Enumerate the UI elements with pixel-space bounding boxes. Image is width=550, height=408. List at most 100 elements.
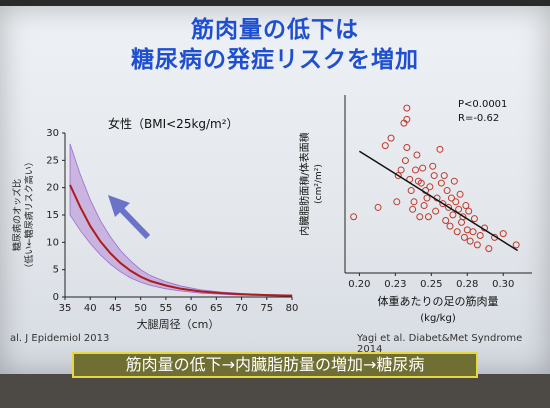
x-tick-label: 0.30 bbox=[492, 279, 514, 290]
data-point bbox=[410, 198, 418, 206]
data-point bbox=[466, 237, 474, 245]
x-tick-label: 70 bbox=[235, 303, 248, 314]
data-point bbox=[439, 200, 447, 208]
y-tick-label: 10 bbox=[46, 237, 59, 248]
data-point bbox=[473, 241, 481, 249]
slide-title-line1: 筋肉量の低下は bbox=[191, 17, 359, 43]
data-point bbox=[437, 179, 445, 187]
x-tick-label: 0.23 bbox=[384, 279, 406, 290]
data-point bbox=[432, 207, 440, 215]
data-point bbox=[485, 245, 493, 253]
y-tick-label: 5 bbox=[53, 265, 59, 276]
data-point bbox=[374, 203, 382, 211]
data-point bbox=[436, 145, 444, 153]
data-point bbox=[430, 172, 438, 180]
data-point bbox=[465, 207, 473, 215]
data-point bbox=[459, 213, 467, 221]
data-point bbox=[440, 172, 448, 180]
data-point bbox=[429, 162, 437, 170]
data-point bbox=[411, 166, 419, 174]
data-point bbox=[462, 202, 470, 210]
y-axis-label-line2: （低い←糖尿病リスク高い） bbox=[23, 157, 35, 273]
y-tick-label: 15 bbox=[46, 210, 59, 221]
data-point bbox=[442, 217, 450, 225]
x-tick-label: 35 bbox=[59, 303, 72, 314]
citation-right: Yagi et al. Diabet&Met Syndrome 2014 bbox=[357, 333, 523, 355]
data-point bbox=[403, 115, 411, 123]
x-tick-label: 55 bbox=[160, 303, 173, 314]
data-point bbox=[381, 142, 389, 150]
data-point bbox=[476, 232, 484, 240]
visceral-fat-scatter-chart: 0.20 0.23 0.25 0.28 0.30 P<0.0001 R=-0.62 体重あたり… bbox=[298, 95, 532, 324]
data-point bbox=[452, 198, 460, 206]
data-point bbox=[499, 230, 507, 238]
x-tick-label: 45 bbox=[109, 303, 122, 314]
data-point bbox=[403, 143, 411, 151]
data-point bbox=[426, 183, 434, 191]
data-point bbox=[460, 233, 468, 241]
data-point bbox=[453, 228, 461, 236]
data-point bbox=[401, 157, 409, 165]
data-point bbox=[420, 202, 428, 210]
data-point bbox=[450, 177, 458, 185]
slide-title-line2: 糖尿病の発症リスクを増加 bbox=[131, 47, 419, 73]
r-value-annotation: R=-0.62 bbox=[458, 113, 499, 124]
p-value-annotation: P<0.0001 bbox=[458, 99, 507, 110]
x-tick-label: 40 bbox=[84, 303, 97, 314]
x-tick-label: 0.25 bbox=[420, 279, 442, 290]
data-point bbox=[350, 213, 358, 221]
x-axis-label-line2: (kg/kg) bbox=[420, 313, 456, 324]
x-tick-label: 75 bbox=[260, 303, 273, 314]
y-tick-label: 0 bbox=[53, 292, 59, 303]
x-axis-label: 大腿周径（cm） bbox=[137, 317, 220, 331]
data-point bbox=[455, 205, 463, 213]
data-point bbox=[407, 187, 415, 195]
x-tick-label: 80 bbox=[286, 303, 299, 314]
data-point bbox=[417, 179, 425, 187]
citation-left: al. J Epidemiol 2013 bbox=[10, 333, 110, 344]
data-point bbox=[463, 226, 471, 234]
trend-arrow-head bbox=[108, 195, 130, 217]
y-tick-label: 30 bbox=[46, 128, 59, 139]
data-point bbox=[397, 166, 405, 174]
y-axis-label-line1: 糖尿病のオッズ比 bbox=[11, 179, 23, 251]
data-point bbox=[449, 211, 457, 219]
y-axis-label-line2: (cm²/m²) bbox=[314, 164, 324, 204]
data-point bbox=[445, 203, 453, 211]
data-point bbox=[387, 134, 395, 142]
data-point bbox=[423, 194, 431, 202]
odds-ratio-line bbox=[69, 184, 293, 297]
data-point bbox=[393, 198, 401, 206]
x-tick-label: 0.20 bbox=[348, 279, 370, 290]
x-tick-label: 65 bbox=[210, 303, 223, 314]
trend-arrow-shaft bbox=[115, 203, 151, 240]
data-point bbox=[394, 172, 402, 180]
room-floor bbox=[0, 374, 550, 408]
x-axis-label-line1: 体重あたりの足の筋肉量 bbox=[378, 294, 499, 308]
data-point bbox=[409, 205, 417, 213]
x-tick-label: 60 bbox=[185, 303, 198, 314]
data-point bbox=[469, 228, 477, 236]
regression-line bbox=[358, 150, 519, 252]
data-point bbox=[456, 190, 464, 198]
y-tick-label: 20 bbox=[46, 183, 59, 194]
data-point bbox=[424, 213, 432, 221]
slide bbox=[0, 6, 550, 374]
data-point bbox=[447, 194, 455, 202]
chart-annotation: 女性（BMI<25kg/m²） bbox=[108, 116, 239, 131]
confidence-band bbox=[69, 143, 293, 297]
odds-ratio-chart: 35 40 45 50 55 60 65 70 75 80 0 5 10 15 20 25 30 大腿周径（cm）… bbox=[11, 116, 299, 331]
y-axis-label-line1: 内臓脂肪面積/体表面積 bbox=[298, 132, 311, 235]
data-point bbox=[416, 213, 424, 221]
data-point bbox=[443, 187, 451, 195]
data-point bbox=[458, 218, 466, 226]
x-tick-label: 0.28 bbox=[456, 279, 478, 290]
x-tick-label: 50 bbox=[134, 303, 147, 314]
data-point bbox=[403, 104, 411, 112]
room-top-edge bbox=[0, 0, 550, 8]
summary-banner: 筋肉量の低下→内臓脂肪量の増加→糖尿病 bbox=[72, 352, 478, 378]
data-point bbox=[512, 241, 520, 249]
data-point bbox=[419, 164, 427, 172]
data-point bbox=[413, 151, 421, 159]
data-point bbox=[470, 215, 478, 223]
